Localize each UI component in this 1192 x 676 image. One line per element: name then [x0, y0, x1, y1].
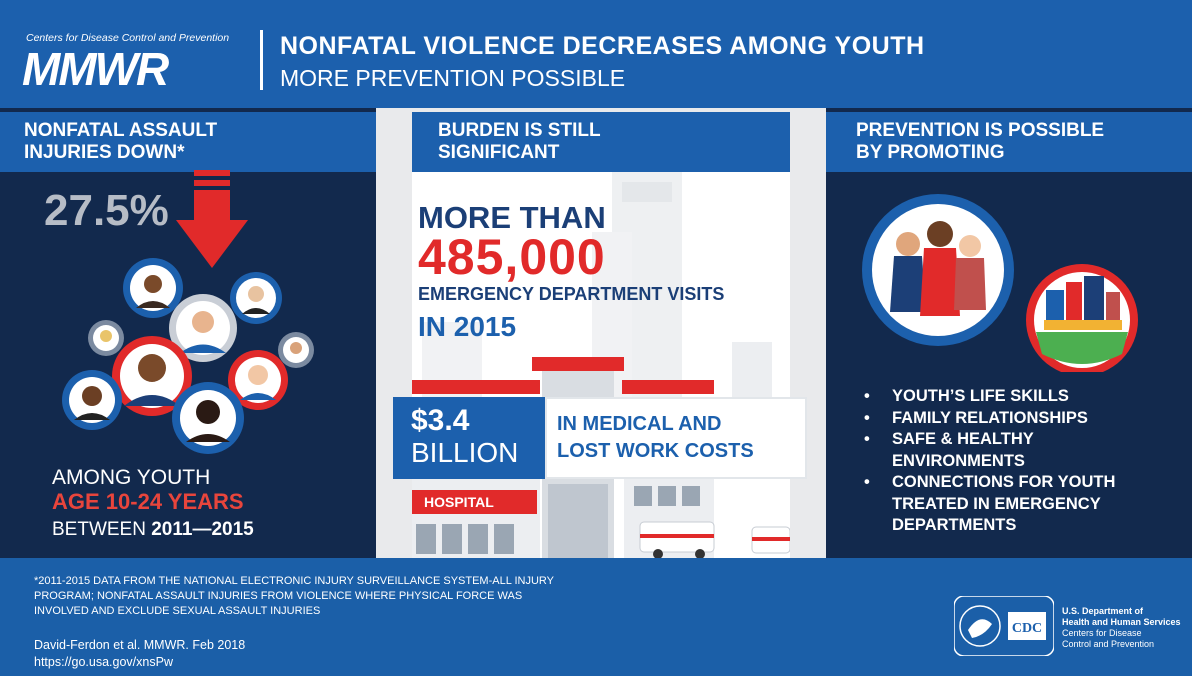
cost-label-line2: LOST WORK COSTS [557, 440, 754, 462]
percent-decrease: 27.5% [44, 186, 169, 235]
org-name: Centers for Disease Control and Preventi… [26, 32, 230, 44]
visits-label: EMERGENCY DEPARTMENT VISITS [418, 284, 725, 304]
avatar-icon [62, 370, 122, 430]
cost-label-line1: IN MEDICAL AND [557, 413, 722, 435]
among-youth: AMONG YOUTH [52, 466, 211, 489]
hhs-line2: Health and Human Services [1062, 617, 1181, 627]
year-range: BETWEEN 2011—2015 [52, 519, 254, 541]
avatar-icon [228, 350, 288, 410]
cost-label-box: IN MEDICAL AND LOST WORK COSTS [545, 397, 807, 479]
hhs-line4: Control and Prevention [1062, 639, 1155, 649]
city-skyline-illustration [412, 172, 790, 558]
citation-url[interactable]: https://go.usa.gov/xnsPw [34, 655, 173, 669]
more-than: MORE THAN [418, 200, 606, 235]
right-heading: PREVENTION IS POSSIBLE BY PROMOTING [826, 112, 1192, 172]
age-range: AGE 10-24 YEARS [52, 489, 244, 514]
visits-count: 485,000 [418, 229, 606, 285]
hospital-sign: HOSPITAL [412, 490, 537, 514]
avatar-icon [172, 382, 244, 454]
hhs-text: U.S. Department of Health and Human Serv… [1062, 606, 1181, 650]
middle-heading: BURDEN IS STILL SIGNIFICANT [412, 112, 790, 172]
header-divider [260, 30, 263, 90]
avatar-icon [278, 332, 314, 368]
list-item: FAMILY RELATIONSHIPS [862, 408, 1162, 430]
footnote: *2011-2015 DATA FROM THE NATIONAL ELECTR… [34, 575, 554, 617]
year-range-years: 2011—2015 [151, 519, 254, 540]
family-icon [862, 194, 1014, 346]
avatar-icon [88, 320, 124, 356]
list-item: SAFE & HEALTHY ENVIRONMENTS [862, 429, 1162, 472]
citation: David-Ferdon et al. MMWR. Feb 2018 https… [34, 637, 245, 671]
list-item: YOUTH’S LIFE SKILLS [862, 386, 1162, 408]
hhs-line1: U.S. Department of [1062, 606, 1144, 616]
cost-amount: $3.4 [411, 404, 470, 437]
middle-heading-line2: SIGNIFICANT [438, 142, 560, 163]
hhs-line3: Centers for Disease [1062, 628, 1142, 638]
list-item: CONNECTIONS FOR YOUTH TREATED IN EMERGEN… [862, 472, 1162, 537]
youth-faces-illustration [62, 258, 314, 454]
right-heading-line1: PREVENTION IS POSSIBLE [856, 120, 1105, 141]
year-range-prefix: BETWEEN [52, 519, 152, 540]
mmwr-logo: MMWR [22, 43, 169, 95]
down-arrow-icon [176, 170, 248, 268]
left-heading: NONFATAL ASSAULT INJURIES DOWN* [0, 112, 376, 172]
avatar-icon [112, 336, 192, 416]
avatar-icon [169, 294, 237, 362]
citation-text: David-Ferdon et al. MMWR. Feb 2018 [34, 638, 246, 652]
prevention-list: YOUTH’S LIFE SKILLS FAMILY RELATIONSHIPS… [862, 386, 1162, 537]
left-heading-line2: INJURIES DOWN* [24, 142, 185, 163]
prevention-illustration [862, 194, 1138, 372]
hhs-seal-icon [959, 605, 1001, 647]
page-title: NONFATAL VIOLENCE DECREASES AMONG YOUTH [280, 32, 925, 60]
page-subtitle: MORE PREVENTION POSSIBLE [280, 65, 626, 91]
avatar-icon [123, 258, 183, 318]
right-heading-line2: BY PROMOTING [856, 142, 1005, 163]
cost-amount-box: $3.4 BILLION [393, 397, 545, 479]
cost-unit: BILLION [411, 437, 519, 468]
cdc-logo-text: CDC [1012, 621, 1042, 636]
header-banner [0, 0, 1192, 108]
neighborhood-icon [1026, 264, 1138, 372]
hhs-cdc-logo: CDC [954, 596, 1054, 656]
visits-year: IN 2015 [418, 311, 517, 342]
left-heading-line1: NONFATAL ASSAULT [24, 120, 218, 141]
middle-heading-line1: BURDEN IS STILL [438, 120, 601, 141]
avatar-icon [230, 272, 282, 324]
